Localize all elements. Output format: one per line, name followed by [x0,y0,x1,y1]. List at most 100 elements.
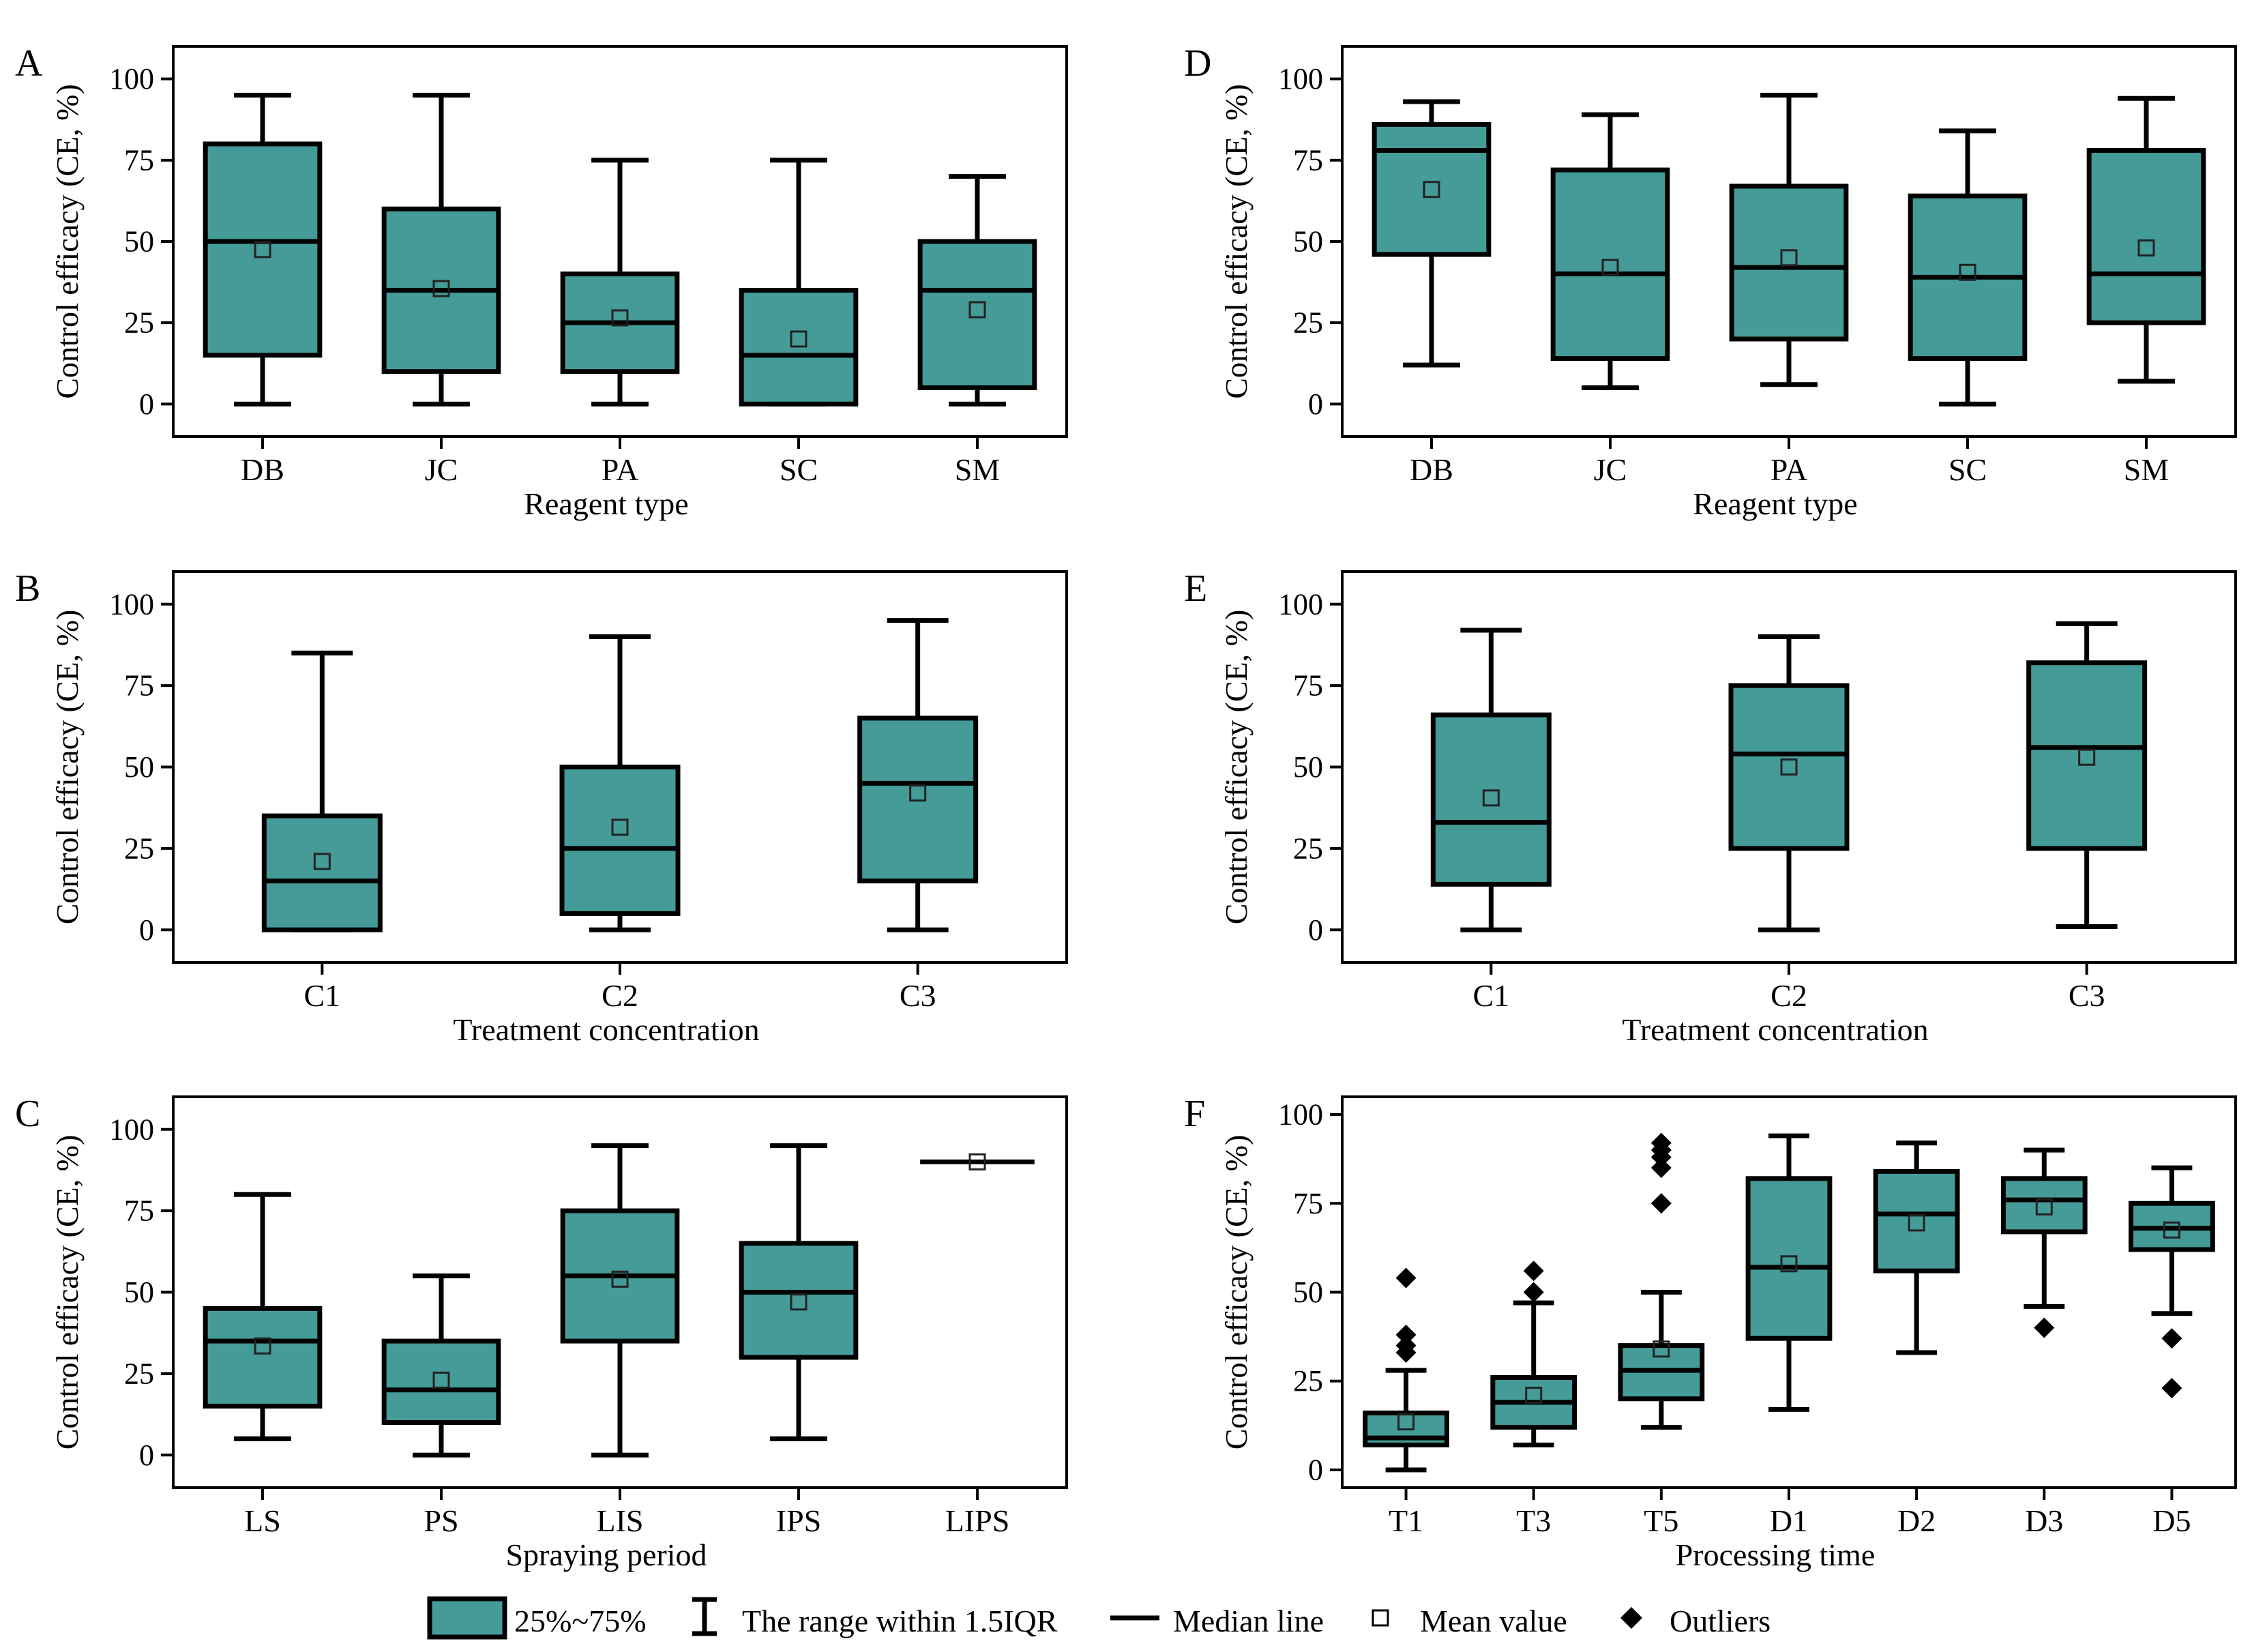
x-tick-label: SC [780,452,818,487]
mean-marker [432,280,450,297]
mean-marker [1653,1340,1670,1358]
legend-mean-label: Mean value [1420,1604,1567,1638]
y-tick-label: 100 [109,587,154,621]
outlier-point [1395,1325,1417,1346]
x-tick-label: C3 [900,978,936,1013]
y-tick-label: 25 [124,831,154,865]
iqr-box [261,813,383,932]
x-tick-label: DB [1410,452,1453,487]
x-tick-label: JC [425,452,458,487]
box-pa [1729,93,1849,387]
y-axis-label: Control efficacy (CE, %) [1219,610,1254,925]
y-tick-label: 75 [1293,143,1323,177]
x-tick-label: SM [955,452,1000,487]
iqr-box [203,1306,323,1409]
mean-marker [790,1293,808,1311]
y-tick-label: 0 [139,913,154,947]
mean-marker [1397,1413,1415,1431]
x-tick-label: SM [2124,452,2169,487]
iqr-box [1728,683,1850,851]
mean-marker [1482,789,1500,807]
panel-c: C 0 25 50 75 100 LS PS LIS IPS LIPS Spraying period… [15,1093,1068,1572]
outlier-point [1650,1193,1672,1214]
box-sm [917,174,1037,407]
x-tick-label: PA [1771,452,1808,487]
x-tick-label: C2 [602,978,638,1013]
y-tick-label: 75 [124,669,154,703]
outlier-point [1650,1157,1672,1179]
box-t1 [1363,1267,1449,1473]
iqr-box [2026,660,2148,851]
y-tick-label: 50 [1293,1275,1323,1309]
x-tick-label: T1 [1389,1503,1423,1538]
legend-range-label: The range within 1.5IQR [742,1604,1058,1638]
iqr-box [1550,167,1670,362]
mean-marker [254,241,271,259]
mean-marker [968,1153,986,1170]
box-c2 [1728,634,1850,932]
outlier-point [2161,1328,2182,1349]
y-tick-label: 100 [1278,62,1323,95]
x-tick-label: LIS [597,1503,644,1538]
box-c3 [2026,621,2148,929]
mean-marker [2137,239,2155,257]
box-d1 [1745,1133,1833,1412]
mean-marker [909,784,927,802]
y-tick-label: 75 [1293,1187,1323,1220]
y-tick-label: 50 [124,750,154,784]
box-ips [739,1143,859,1441]
mean-marker [1525,1387,1543,1404]
mean-marker [611,309,629,327]
outlier-point [2034,1317,2055,1338]
y-tick-label: 50 [1293,750,1323,784]
iqr-box [1745,1176,1833,1341]
x-axis-label: Processing time [1676,1537,1876,1572]
x-tick-label: PA [602,452,639,487]
box-t3 [1490,1260,1577,1447]
panel-letter: E [1184,567,1207,610]
mean-marker [254,1337,271,1355]
panel-letter: B [15,567,40,610]
iqr-box [1873,1168,1960,1273]
x-axis-label: Reagent type [1693,486,1857,521]
y-axis-label: Control efficacy (CE, %) [1219,84,1254,399]
box-ls [203,1192,323,1441]
iqr-box [559,765,681,916]
mean-marker [1780,1255,1798,1273]
box-sc [1908,128,2028,407]
panel-f: F 0 25 50 75 100 T1 T3 T5 D1 D2 D3 D5 Processing time… [1184,1093,2237,1572]
y-tick-label: 100 [109,1112,154,1146]
iqr-box [1372,121,1492,257]
x-tick-label: D3 [2025,1503,2063,1538]
box-db [203,93,323,407]
panel-letter: C [15,1093,40,1135]
x-axis-label: Spraying period [505,1537,707,1572]
y-axis-label: Control efficacy (CE, %) [50,1135,85,1450]
y-tick-label: 0 [139,387,154,421]
y-tick-label: 25 [1293,1364,1323,1398]
box-c3 [857,618,979,932]
legend-iqr-label: 25%~75% [514,1604,647,1638]
mean-marker [1959,263,1976,281]
x-tick-label: PS [424,1503,458,1538]
box-c2 [559,634,681,932]
panel-letter: D [1184,42,1211,85]
x-tick-label: C3 [2069,978,2105,1013]
mean-marker [1780,758,1798,776]
box-t5 [1618,1132,1705,1430]
y-tick-label: 75 [124,143,154,177]
y-axis-label: Control efficacy (CE, %) [1219,1135,1254,1450]
outlier-point [1650,1132,1672,1153]
y-tick-label: 25 [124,306,154,340]
iqr-box [739,288,859,407]
y-axis-label: Control efficacy (CE, %) [50,84,85,399]
box-sc [739,158,859,407]
iqr-box [203,141,323,358]
iqr-box [2086,148,2206,325]
x-tick-label: LIPS [945,1503,1010,1538]
y-tick-label: 50 [1293,225,1323,259]
box-lis [560,1143,680,1458]
outlier-point [1395,1335,1417,1356]
